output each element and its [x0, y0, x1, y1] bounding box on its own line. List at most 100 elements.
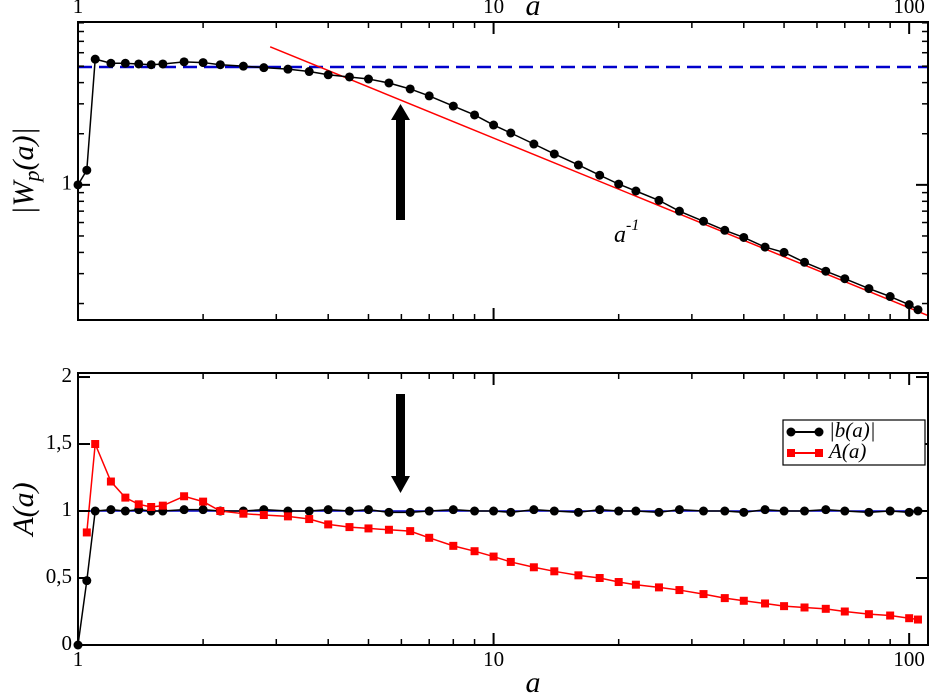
point: [90, 506, 100, 516]
point: [654, 583, 663, 592]
point: [146, 60, 156, 70]
point: [239, 509, 248, 518]
point: [304, 506, 314, 516]
x-tick-label: 100: [893, 647, 925, 671]
legend-label: |b(a)|: [829, 418, 876, 442]
point: [425, 533, 434, 542]
x-axis-label: a: [526, 0, 541, 22]
point: [199, 497, 208, 506]
point: [120, 58, 130, 68]
point: [529, 563, 538, 572]
y-axis-label-part: p: [19, 170, 44, 183]
series-line: [78, 508, 919, 645]
point: [363, 505, 373, 515]
point: [198, 58, 208, 68]
point: [489, 120, 499, 130]
y-tick-label: 2: [62, 363, 73, 387]
plot-frame: [77, 372, 929, 646]
x-tick-label: 100: [893, 0, 925, 18]
annotation: a-1: [614, 217, 639, 248]
point: [549, 506, 559, 516]
point: [180, 492, 189, 501]
point: [739, 232, 749, 242]
point: [134, 59, 144, 69]
point: [158, 501, 167, 510]
point: [406, 527, 415, 536]
point: [305, 515, 314, 524]
point: [631, 580, 640, 589]
point: [840, 607, 849, 616]
point: [864, 610, 873, 619]
point: [215, 60, 225, 70]
point: [106, 58, 116, 68]
point: [675, 586, 684, 595]
legend-marker: [786, 427, 796, 437]
point: [720, 506, 730, 516]
point: [134, 500, 143, 509]
point: [345, 523, 354, 532]
point: [179, 57, 189, 67]
point: [886, 611, 895, 620]
x-tick-label: 10: [483, 0, 504, 18]
point: [699, 216, 709, 226]
point: [821, 266, 831, 276]
series-line: [78, 58, 919, 311]
y-axis-label-part: A(a): [7, 482, 40, 537]
point: [864, 507, 874, 517]
point: [614, 578, 623, 587]
point: [864, 284, 874, 294]
point: [363, 74, 373, 84]
y-tick-label: 1: [62, 497, 73, 521]
y-tick-label: 0,5: [46, 564, 72, 588]
point: [529, 139, 539, 149]
point: [800, 506, 810, 516]
point: [699, 590, 708, 599]
point: [198, 505, 208, 515]
point: [573, 160, 583, 170]
point: [384, 525, 393, 534]
point: [595, 505, 605, 515]
point: [179, 505, 189, 515]
point: [424, 506, 434, 516]
point: [573, 507, 583, 517]
point: [120, 506, 130, 516]
point: [840, 506, 850, 516]
annotation-exponent: -1: [626, 217, 639, 234]
point: [283, 512, 292, 521]
point: [904, 507, 914, 517]
point: [800, 257, 810, 267]
point: [238, 61, 248, 71]
point: [674, 206, 684, 216]
point: [699, 506, 709, 516]
point: [82, 528, 91, 537]
y-axis-label-part: (a)|: [7, 127, 40, 170]
point: [840, 274, 850, 284]
point: [344, 72, 354, 82]
point: [574, 571, 583, 580]
point: [739, 507, 749, 517]
point: [489, 506, 499, 516]
point: [631, 506, 641, 516]
point: [470, 547, 479, 556]
point: [91, 440, 100, 449]
point: [259, 63, 269, 73]
point: [216, 507, 225, 516]
plot-area: [78, 46, 928, 317]
plot-area: [78, 443, 928, 645]
point: [448, 505, 458, 515]
legend-marker: [787, 449, 795, 457]
point: [506, 557, 515, 566]
point: [304, 67, 314, 77]
legend-marker: [814, 427, 824, 437]
point: [489, 552, 498, 561]
point: [283, 64, 293, 74]
point: [905, 614, 914, 623]
point: [424, 91, 434, 101]
point: [885, 292, 895, 302]
point: [904, 300, 914, 310]
point: [739, 596, 748, 605]
point: [121, 493, 130, 502]
point: [384, 507, 394, 517]
point: [90, 54, 100, 64]
point: [470, 110, 480, 120]
